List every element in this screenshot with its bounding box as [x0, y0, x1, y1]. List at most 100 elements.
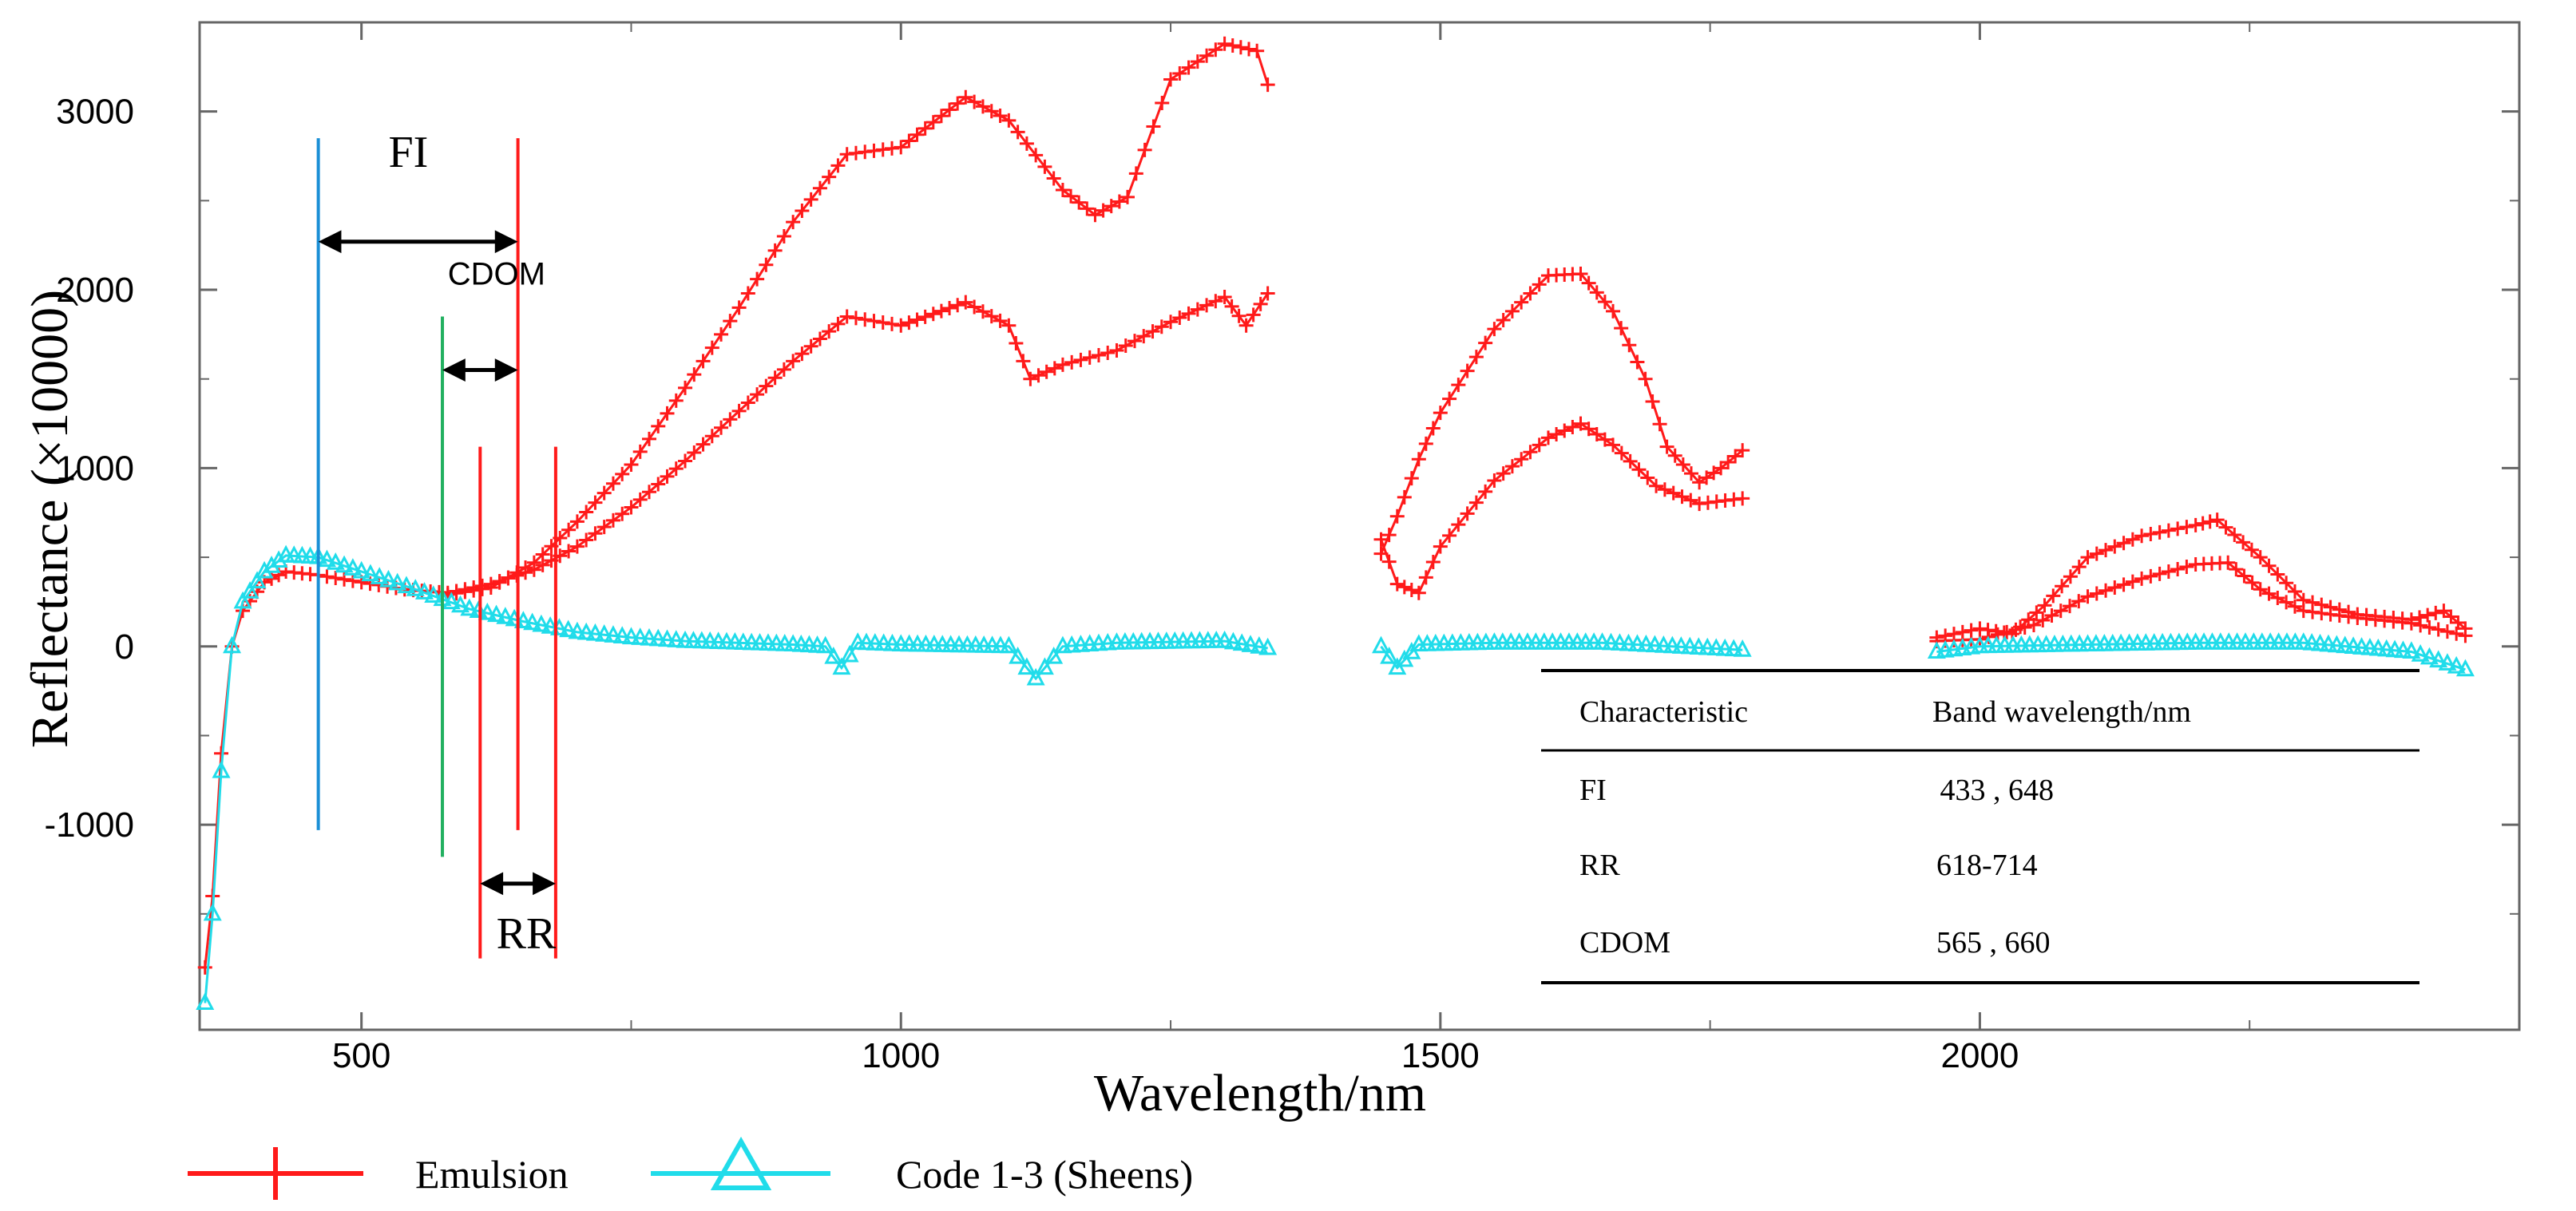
- data-point: [1154, 319, 1169, 334]
- data-point: [2412, 610, 2427, 625]
- data-point: [1666, 485, 1681, 501]
- data-point: [2245, 575, 2260, 590]
- data-point: [1389, 576, 1405, 592]
- arrow-head: [494, 230, 518, 254]
- data-point: [1735, 443, 1750, 458]
- data-point: [848, 632, 867, 650]
- y-tick-label-2: 1000: [56, 449, 134, 488]
- data-point: [1373, 546, 1389, 561]
- data-point: [624, 457, 639, 472]
- data-point: [1223, 631, 1242, 650]
- data-point: [1242, 42, 1257, 57]
- data-point: [2063, 569, 2078, 584]
- data-point: [894, 318, 909, 333]
- data-point: [2179, 520, 2194, 535]
- data-point: [933, 109, 949, 124]
- data-point: [678, 380, 693, 395]
- data-point: [1062, 635, 1081, 653]
- data-point: [370, 567, 389, 584]
- data-point: [2046, 588, 2061, 604]
- series-line-3-2: [1936, 641, 2466, 671]
- data-point: [1589, 426, 1604, 441]
- data-point: [696, 354, 711, 369]
- data-point: [2134, 571, 2150, 586]
- data-point: [1096, 203, 1111, 218]
- data-point: [1593, 632, 1612, 650]
- data-point: [1373, 532, 1389, 547]
- data-point: [1433, 539, 1448, 554]
- data-point: [1636, 634, 1655, 652]
- data-point: [1425, 555, 1441, 570]
- data-point: [1120, 189, 1135, 204]
- data-point: [1610, 633, 1629, 651]
- data-point: [1468, 495, 1484, 510]
- data-point: [1028, 148, 1044, 163]
- data-point: [2449, 626, 2464, 641]
- data-point: [1217, 289, 1232, 304]
- band-arrow-8: [480, 872, 556, 896]
- data-point: [596, 485, 612, 501]
- data-point: [2420, 607, 2435, 623]
- data-point: [1190, 54, 1205, 69]
- data-point: [824, 646, 843, 664]
- series-line-3-0: [204, 554, 1268, 1003]
- data-point: [696, 437, 711, 452]
- data-point: [822, 324, 837, 339]
- data-point: [2229, 562, 2244, 577]
- data-point: [1699, 470, 1714, 485]
- data-point: [2035, 613, 2051, 628]
- data-point: [262, 556, 281, 573]
- data-point: [2202, 514, 2217, 529]
- data-point: [1019, 136, 1034, 151]
- data-point: [740, 286, 755, 301]
- data-point: [1674, 489, 1690, 505]
- data-point: [1601, 632, 1620, 651]
- data-point: [1606, 303, 1621, 319]
- data-point: [1630, 354, 1645, 370]
- data-point: [1540, 430, 1556, 445]
- data-point: [1155, 95, 1170, 110]
- data-point: [1652, 417, 1667, 432]
- data-point: [723, 314, 738, 329]
- data-point: [1581, 421, 1596, 437]
- data-point: [478, 602, 497, 620]
- data-point: [2227, 527, 2242, 542]
- data-point: [1250, 636, 1269, 654]
- data-point: [1728, 449, 1743, 464]
- data-point: [875, 315, 890, 330]
- data-point: [1071, 635, 1090, 652]
- data-point: [466, 583, 482, 598]
- data-point: [1039, 364, 1054, 379]
- data-point: [640, 627, 659, 646]
- data-point: [343, 558, 363, 576]
- data-point: [1017, 657, 1036, 675]
- data-point: [632, 492, 648, 507]
- data-point: [1573, 266, 1588, 281]
- data-point: [1389, 509, 1405, 524]
- data-point: [2080, 589, 2095, 604]
- data-point: [1215, 630, 1234, 648]
- data-point: [984, 104, 999, 119]
- data-point: [526, 555, 541, 570]
- data-point: [1692, 475, 1707, 490]
- data-point: [1680, 636, 1699, 655]
- data-point: [1631, 462, 1647, 477]
- data-point: [2044, 608, 2059, 623]
- data-point: [667, 630, 686, 647]
- data-point: [1080, 201, 1095, 216]
- data-point: [2279, 576, 2294, 591]
- data-point: [1557, 423, 1572, 438]
- data-point: [523, 612, 542, 631]
- data-point: [910, 127, 925, 142]
- data-point: [378, 569, 398, 588]
- data-point: [1433, 406, 1448, 421]
- data-point: [1047, 361, 1062, 376]
- data-point: [196, 992, 215, 1010]
- data-point: [2125, 532, 2140, 547]
- data-point: [759, 257, 774, 272]
- data-point: [212, 760, 231, 778]
- data-point: [2107, 580, 2122, 596]
- axis-ticks: [200, 22, 2519, 1030]
- data-point: [917, 309, 933, 324]
- data-point: [624, 500, 639, 515]
